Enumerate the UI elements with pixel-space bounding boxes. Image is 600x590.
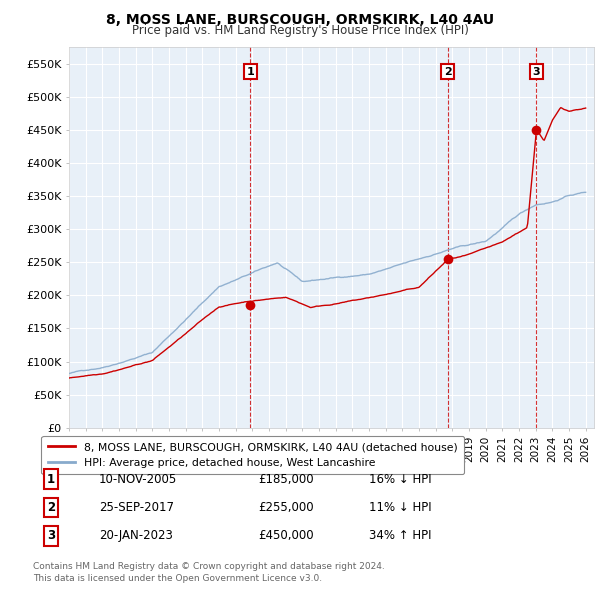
Text: £450,000: £450,000 — [258, 529, 314, 542]
Text: Contains HM Land Registry data © Crown copyright and database right 2024.: Contains HM Land Registry data © Crown c… — [33, 562, 385, 571]
Text: £185,000: £185,000 — [258, 473, 314, 486]
Text: 2: 2 — [47, 501, 55, 514]
Text: 11% ↓ HPI: 11% ↓ HPI — [369, 501, 431, 514]
Legend: 8, MOSS LANE, BURSCOUGH, ORMSKIRK, L40 4AU (detached house), HPI: Average price,: 8, MOSS LANE, BURSCOUGH, ORMSKIRK, L40 4… — [41, 435, 464, 474]
Text: £255,000: £255,000 — [258, 501, 314, 514]
Text: 25-SEP-2017: 25-SEP-2017 — [99, 501, 174, 514]
Text: 8, MOSS LANE, BURSCOUGH, ORMSKIRK, L40 4AU: 8, MOSS LANE, BURSCOUGH, ORMSKIRK, L40 4… — [106, 13, 494, 27]
Text: 34% ↑ HPI: 34% ↑ HPI — [369, 529, 431, 542]
Text: This data is licensed under the Open Government Licence v3.0.: This data is licensed under the Open Gov… — [33, 574, 322, 583]
Text: 16% ↓ HPI: 16% ↓ HPI — [369, 473, 431, 486]
Text: Price paid vs. HM Land Registry's House Price Index (HPI): Price paid vs. HM Land Registry's House … — [131, 24, 469, 37]
Text: 10-NOV-2005: 10-NOV-2005 — [99, 473, 177, 486]
Text: 3: 3 — [533, 67, 541, 77]
Text: 1: 1 — [47, 473, 55, 486]
Text: 20-JAN-2023: 20-JAN-2023 — [99, 529, 173, 542]
Text: 3: 3 — [47, 529, 55, 542]
Text: 2: 2 — [444, 67, 452, 77]
Text: 1: 1 — [246, 67, 254, 77]
